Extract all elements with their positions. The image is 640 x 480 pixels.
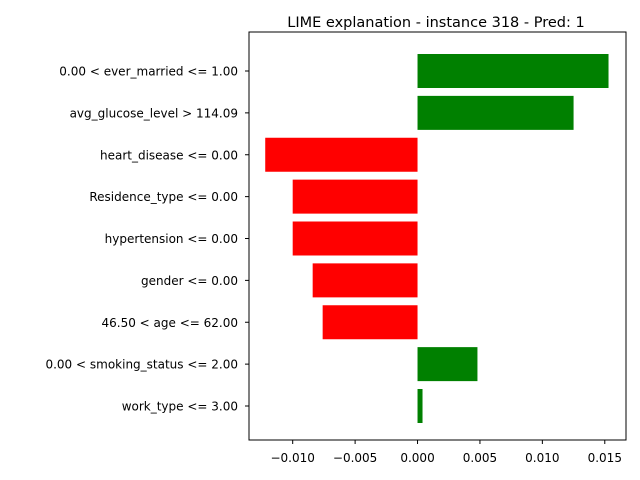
bar [292,179,418,214]
y-tick-label: Residence_type <= 0.00 [89,190,238,204]
x-tick-label: 0.015 [588,451,622,465]
bar [322,305,418,340]
bar [417,347,478,382]
y-tick-label: 0.00 < smoking_status <= 2.00 [45,358,238,372]
bar [265,137,418,172]
x-tick-label: 0.010 [525,451,559,465]
bar [312,263,418,298]
y-axis: 0.00 < ever_married <= 1.00 avg_glucose_l… [45,65,249,414]
y-tick-label: avg_glucose_level > 114.09 [70,106,238,120]
bar [417,95,574,130]
x-tick-label: 0.005 [463,451,497,465]
y-tick-label: hypertension <= 0.00 [105,232,238,246]
bar [417,389,423,423]
chart-title: LIME explanation - instance 318 - Pred: … [287,15,584,31]
bar [292,221,418,256]
y-tick-label: work_type <= 3.00 [122,400,238,414]
bar [417,54,609,88]
y-tick-label: gender <= 0.00 [141,274,238,288]
plot-frame [248,31,627,441]
x-tick-label: 0.000 [400,451,434,465]
x-axis: −0.010 −0.005 0.000 0.005 0.010 0.015 [270,440,622,465]
bars [265,54,609,423]
y-tick-label: heart_disease <= 0.00 [100,148,238,162]
x-tick-label: −0.005 [333,451,377,465]
y-tick-label: 0.00 < ever_married <= 1.00 [59,65,238,79]
y-tick-label: 46.50 < age <= 62.00 [102,316,238,330]
x-tick-label: −0.010 [270,451,314,465]
